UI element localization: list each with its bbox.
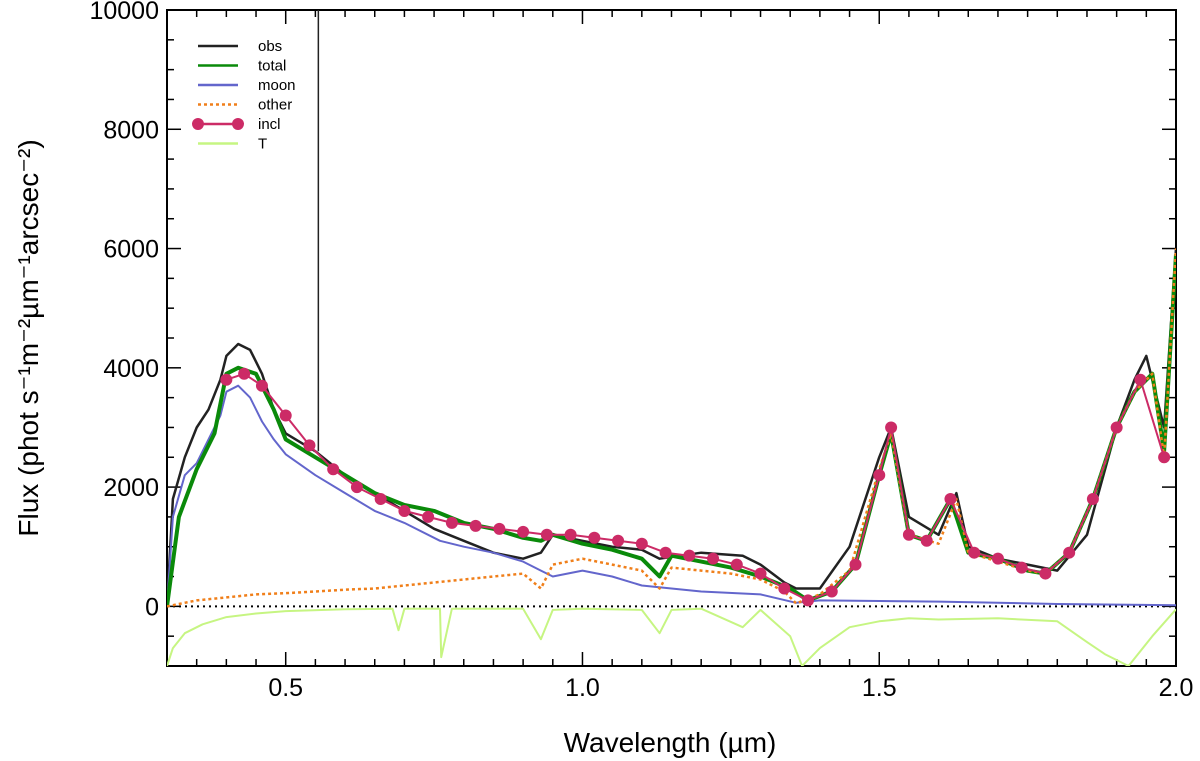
incl-point [350, 481, 363, 494]
incl-point [1086, 493, 1099, 506]
incl-point [469, 519, 482, 532]
legend-item-other: other [198, 97, 292, 114]
incl-point [374, 493, 387, 506]
incl-point [730, 558, 743, 571]
x-tick-label: 2.0 [1159, 674, 1194, 702]
incl-point [445, 516, 458, 529]
legend-item-incl: incl [192, 116, 281, 133]
incl-point [802, 594, 815, 607]
incl-point [825, 585, 838, 598]
incl-point [902, 528, 915, 541]
y-tick-label: 10000 [89, 0, 159, 25]
incl-point [968, 546, 981, 559]
incl-point [588, 531, 601, 544]
legend-label: incl [258, 116, 281, 133]
legend-label: other [258, 97, 292, 114]
incl-point [517, 525, 530, 538]
legend-item-obs: obs [198, 38, 282, 55]
y-tick-label: 6000 [103, 236, 159, 264]
incl-point [564, 528, 577, 541]
incl-point [220, 373, 233, 386]
legend: obs total moon other incl T [192, 38, 296, 153]
series-moon [167, 384, 1176, 607]
incl-point [238, 367, 251, 380]
x-axis-title: Wavelength (µm) [564, 727, 777, 758]
incl-point [778, 582, 791, 595]
series-line-moon [167, 384, 1176, 607]
incl-point [1039, 567, 1052, 580]
incl-point [873, 469, 886, 482]
incl-point [849, 558, 862, 571]
incl-point [398, 504, 411, 517]
incl-point [683, 549, 696, 562]
incl-point [944, 493, 957, 506]
legend-label: moon [258, 77, 296, 94]
series-T [167, 607, 1176, 666]
series-layer [167, 10, 1176, 666]
y-tick-label: 4000 [103, 355, 159, 383]
incl-point [493, 522, 506, 535]
legend-marker [232, 118, 244, 130]
x-tick-label: 0.5 [268, 674, 303, 702]
legend-item-moon: moon [198, 77, 296, 94]
series-line-T [167, 607, 1176, 666]
incl-point [754, 567, 767, 580]
incl-point [303, 439, 316, 452]
incl-point [1063, 546, 1076, 559]
incl-point [327, 463, 340, 476]
y-tick-label: 0 [145, 593, 159, 621]
y-axis-title: Flux (phot s⁻¹m⁻²µm⁻¹arcsec⁻²) [13, 139, 44, 536]
legend-item-T: T [198, 136, 267, 153]
x-tick-label: 1.0 [565, 674, 600, 702]
incl-point [1134, 373, 1147, 386]
incl-point [255, 379, 268, 392]
legend-marker [192, 118, 204, 130]
legend-label: obs [258, 38, 282, 55]
incl-point [991, 552, 1004, 565]
incl-point [422, 510, 435, 523]
legend-label: T [258, 136, 267, 153]
incl-point [612, 534, 625, 547]
series-line-other [167, 248, 1176, 608]
series-incl [220, 367, 1171, 607]
incl-point [279, 409, 292, 422]
incl-point [1015, 561, 1028, 574]
incl-point [707, 552, 720, 565]
incl-point [920, 534, 933, 547]
y-tick-label: 2000 [103, 474, 159, 502]
incl-point [885, 421, 898, 434]
legend-label: total [258, 58, 286, 75]
y-tick-label: 8000 [103, 116, 159, 144]
incl-point [1110, 421, 1123, 434]
legend-item-total: total [198, 58, 286, 75]
incl-point [659, 546, 672, 559]
series-other [167, 248, 1176, 608]
incl-point [1158, 451, 1171, 464]
incl-point [635, 537, 648, 550]
incl-point [540, 528, 553, 541]
x-tick-label: 1.5 [862, 674, 897, 702]
axes: 0.5 1.0 1.5 2.0 0 2000 4000 6000 8000 10000 [89, 0, 1193, 702]
